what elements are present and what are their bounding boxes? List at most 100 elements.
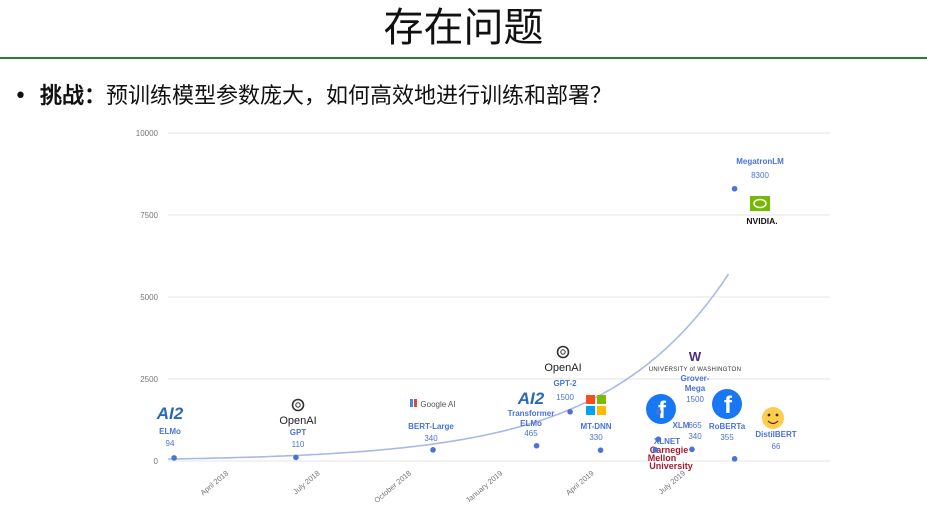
y-tick-label: 0 [154, 457, 159, 466]
facebook-glyph: f [658, 397, 667, 424]
ai2-logo: AI2 [517, 389, 545, 408]
y-axis-ticks: 0 2500 5000 7500 10000 [136, 129, 159, 466]
x-tick-label: January 2019 [464, 469, 505, 502]
data-point [652, 447, 659, 453]
model-name-label: Grover- [681, 374, 710, 383]
model-value-label: 1500 [556, 393, 574, 402]
x-tick-label: April 2018 [199, 469, 231, 498]
page-title: 存在问题 [383, 5, 544, 51]
microsoft-logo [586, 395, 606, 415]
model-value-label: 340 [424, 434, 438, 443]
model-name-label: GPT [290, 428, 307, 437]
google-ai-logo: Google AI [410, 399, 456, 409]
model-value-label: 465 [524, 429, 538, 438]
model-value-label: 94 [166, 439, 175, 448]
google-ai-logo-text: Google AI [420, 400, 455, 409]
hf-smile [767, 420, 779, 425]
facebook-circle-icon [646, 394, 676, 424]
x-tick-label: April 2019 [564, 469, 596, 498]
data-point [430, 447, 436, 453]
data-point [731, 456, 738, 462]
ai2-logo-text: AI2 [517, 389, 545, 408]
data-point [567, 409, 573, 415]
cmu-logo-text: Mellon [648, 453, 677, 463]
chart-svg: 0 2500 5000 7500 10000 April 2018 July 2018 Oc… [136, 129, 830, 505]
openai-knot-inner [560, 349, 566, 355]
y-tick-label: 5000 [140, 293, 158, 302]
model-name-label: Mega [685, 384, 706, 393]
model-name-label: MT-DNN [580, 422, 611, 431]
y-tick-label: 7500 [140, 211, 158, 220]
bullet-dot: • [14, 84, 27, 109]
data-points [171, 185, 738, 462]
model-name-label: Transformer [508, 409, 555, 418]
uw-w-mark: W [689, 349, 702, 364]
bullet-text: 预训练模型参数庞大，如何高效地进行训练和部署？ [106, 84, 613, 109]
data-point [171, 455, 177, 461]
x-tick-label: July 2018 [291, 469, 321, 497]
facebook-logo: f [646, 394, 676, 424]
org-logos: AI2 AI2 OpenAI OpenAI Google AI f f W UNIVERSITY… [156, 196, 784, 471]
model-name-label: DistilBERT [755, 430, 796, 439]
ai2-logo-text: AI2 [156, 404, 184, 423]
openai-knot-icon [556, 345, 570, 359]
model-value-label: 665 [688, 421, 702, 430]
google-bar-red [414, 399, 417, 407]
nvidia-logo: NVIDIA. [746, 196, 778, 226]
model-name-label: ELMo [520, 419, 542, 428]
model-name-label: XLNET [654, 437, 680, 446]
model-name-label: GPT-2 [553, 379, 577, 388]
model-name-label: BERT-Large [408, 422, 454, 431]
data-point [689, 446, 695, 453]
x-tick-label: July 2019 [657, 469, 687, 497]
openai-logo: OpenAI [279, 398, 317, 427]
facebook-circle-icon [712, 389, 742, 419]
cmu-logo-text: Carnegie [650, 445, 689, 455]
model-name-label: RoBERTa [709, 422, 746, 431]
y-tick-label: 10000 [136, 129, 159, 138]
facebook-logo: f [712, 389, 742, 419]
ms-square-yellow [597, 406, 606, 415]
hugging-face-emoji-icon [762, 407, 784, 429]
openai-knot-inner [295, 402, 301, 408]
point-labels: ELMo94GPT110BERT-Large340TransformerELMo… [159, 157, 797, 451]
openai-logo: OpenAI [544, 345, 582, 374]
uw-logo: W UNIVERSITY of WASHINGTON [649, 349, 741, 373]
data-point [731, 185, 738, 192]
trend-curve [168, 273, 730, 460]
model-name-label: MegatronLM [736, 157, 784, 166]
x-axis-ticks: April 2018 July 2018 October 2018 January 2… [199, 469, 688, 505]
hugging-face-logo [762, 407, 784, 429]
title-underline [0, 57, 927, 59]
ai2-logo: AI2 [156, 404, 184, 423]
model-value-label: 1500 [686, 395, 704, 404]
model-value-label: 340 [688, 432, 702, 441]
hf-eye-right [775, 413, 779, 417]
nvidia-logo-text: NVIDIA. [746, 216, 777, 226]
openai-logo-text: OpenAI [544, 362, 581, 374]
x-tick-label: October 2018 [372, 469, 413, 502]
data-point [597, 447, 604, 453]
google-bar-blue [410, 399, 413, 407]
model-value-label: 66 [772, 442, 781, 451]
nvidia-eye-swirl [753, 198, 767, 209]
facebook-glyph: f [724, 392, 733, 419]
model-name-label: ELMo [159, 427, 181, 436]
data-point [655, 409, 662, 415]
bullet-point: • 挑战：预训练模型参数庞大，如何高效地进行训练和部署？ [14, 78, 612, 110]
hf-eye-left [767, 413, 771, 417]
model-value-label: 330 [589, 433, 603, 442]
bullet-label: 挑战： [40, 84, 107, 109]
model-value-label: 8300 [751, 171, 769, 180]
data-point [655, 436, 662, 442]
ms-square-blue [586, 406, 595, 415]
model-value-label: 355 [720, 433, 734, 442]
chart-grid [168, 132, 830, 462]
ms-square-red [586, 395, 595, 404]
model-size-chart: 0 2500 5000 7500 10000 April 2018 July 2018 Oc… [0, 118, 927, 505]
uw-logo-text: UNIVERSITY of WASHINGTON [649, 367, 741, 373]
data-point [293, 454, 299, 461]
model-value-label: 110 [292, 440, 305, 449]
data-point [533, 442, 540, 449]
